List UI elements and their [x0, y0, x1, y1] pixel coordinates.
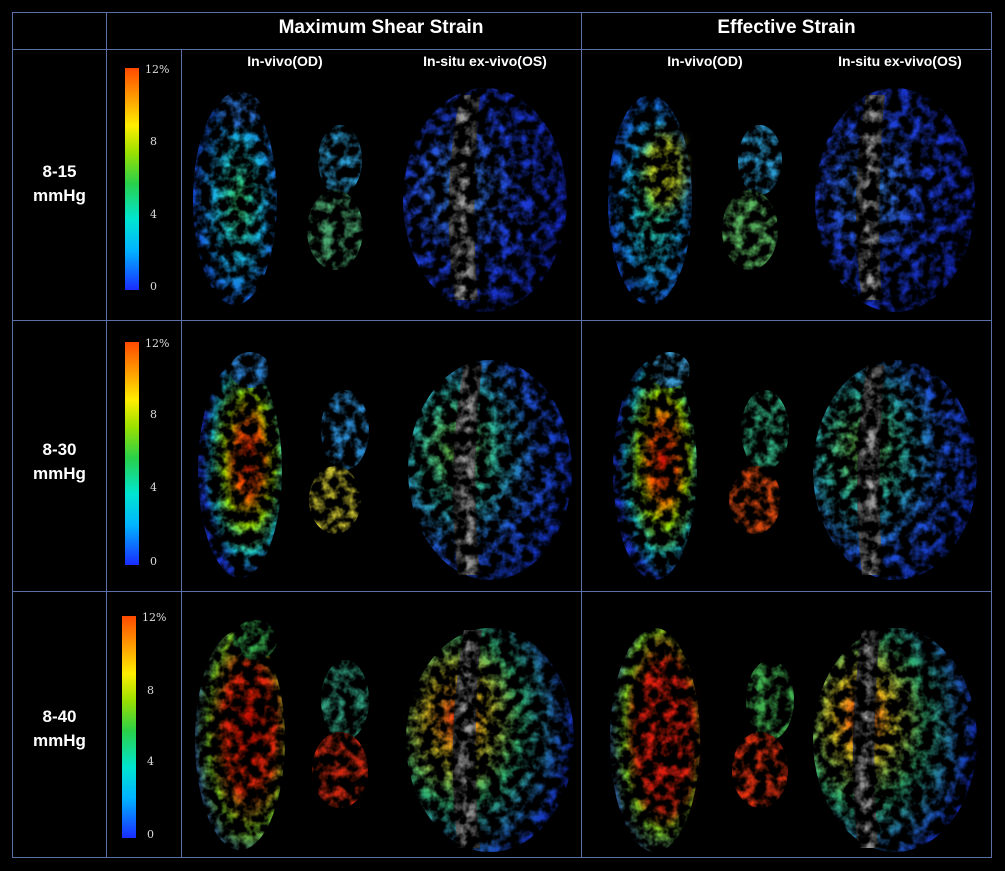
grid-line-header	[12, 49, 992, 50]
subheader-effective-in-vivo: In-vivo(OD)	[667, 53, 743, 69]
colorbar-row3	[122, 616, 136, 838]
grid-line-row1	[12, 320, 992, 321]
panel-shear-ex-vivo-r2	[408, 360, 572, 580]
colorbar-tick-8: 8	[150, 408, 157, 421]
colorbar-tick-12: 12%	[145, 63, 170, 76]
colorbar-tick-12: 12%	[145, 337, 170, 350]
colorbar-tick-0: 0	[150, 280, 157, 293]
panel-shear-ex-vivo-r1	[403, 88, 567, 312]
row-label-8-40: 8-40 mmHg	[13, 705, 106, 753]
subheader-shear-ex-vivo: In-situ ex-vivo(OS)	[423, 53, 547, 69]
grid-line-bottom	[12, 857, 992, 858]
subheader-effective-ex-vivo: In-situ ex-vivo(OS)	[838, 53, 962, 69]
subheader-shear-in-vivo: In-vivo(OD)	[247, 53, 323, 69]
colorbar-tick-0: 0	[150, 555, 157, 568]
colorbar-tick-8: 8	[147, 684, 154, 697]
panel-shear-in-vivo-r1	[193, 92, 363, 305]
panel-effective-ex-vivo-r2	[813, 360, 977, 580]
row-label-unit: mmHg	[33, 464, 86, 483]
panel-effective-ex-vivo-r3	[813, 628, 977, 852]
row-label-pressure: 8-15	[42, 162, 77, 181]
panel-shear-in-vivo-r2	[198, 352, 369, 578]
header-effective-strain: Effective Strain	[717, 17, 856, 38]
colorbar-tick-8: 8	[150, 135, 157, 148]
panel-effective-in-vivo-r3	[610, 628, 794, 852]
header-maximum-shear-strain: Maximum Shear Strain	[278, 17, 484, 38]
row-label-8-30: 8-30 mmHg	[13, 438, 106, 486]
row-label-unit: mmHg	[33, 186, 86, 205]
panel-effective-in-vivo-r2	[613, 352, 789, 580]
panel-effective-ex-vivo-r1	[815, 88, 975, 312]
row-label-8-15: 8-15 mmHg	[13, 160, 106, 208]
panel-shear-ex-vivo-r3	[406, 628, 574, 852]
colorbar-row1	[125, 68, 139, 290]
grid-line-row2	[12, 591, 992, 592]
row-label-pressure: 8-40	[42, 707, 77, 726]
panel-effective-in-vivo-r1	[608, 95, 782, 305]
colorbar-tick-0: 0	[147, 828, 154, 841]
colorbar-row2	[125, 342, 139, 565]
colorbar-tick-4: 4	[150, 208, 157, 221]
row-label-unit: mmHg	[33, 731, 86, 750]
row-label-pressure: 8-30	[42, 440, 77, 459]
grid-line-left	[12, 12, 13, 858]
colorbar-tick-4: 4	[150, 481, 157, 494]
grid-line-right	[991, 12, 992, 858]
grid-line-label-col	[106, 12, 107, 858]
grid-line-mid	[581, 12, 582, 858]
grid-line-colorbar-col	[181, 50, 182, 858]
colorbar-tick-12: 12%	[142, 611, 167, 624]
panel-shear-in-vivo-r3	[195, 620, 369, 850]
colorbar-tick-4: 4	[147, 755, 154, 768]
grid-line-top	[12, 12, 992, 13]
